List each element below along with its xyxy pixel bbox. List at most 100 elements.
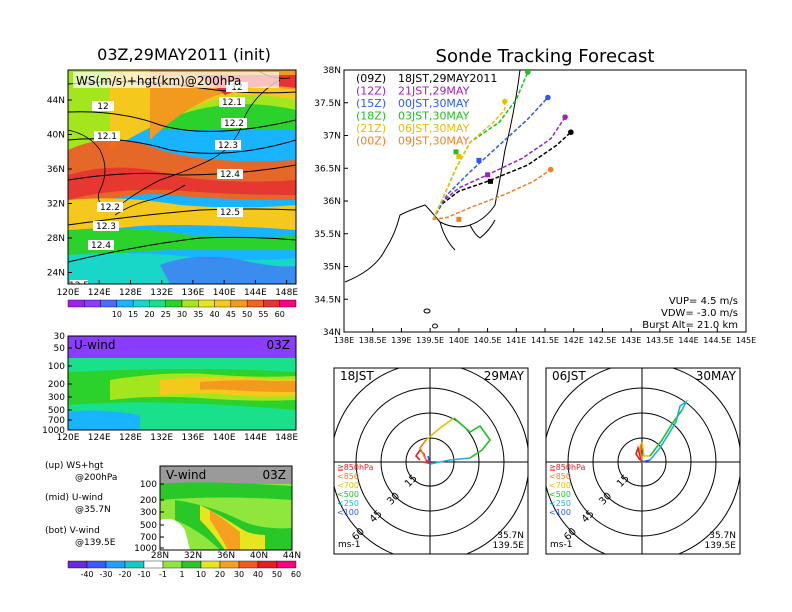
hodograph-trace	[635, 445, 643, 465]
hodograph-title: 18JST	[340, 369, 374, 383]
y-tick-label: 38N	[323, 66, 341, 76]
contour-label: 12.3	[218, 141, 238, 151]
x-tick-label: 143.5E	[646, 336, 674, 345]
sonde-params: VUP= 4.5 m/s VDW= -3.0 m/s Burst Alt= 21…	[642, 296, 738, 331]
x-tick-label: 143E	[621, 336, 641, 345]
colorbar-label: 55	[258, 310, 268, 319]
hodograph-legend: <100	[337, 508, 359, 517]
colorbar-swatch	[162, 560, 183, 569]
x-tick-label: 132E	[150, 433, 173, 443]
track-marker	[453, 149, 459, 155]
y-tick-label: 36.5N	[314, 164, 341, 174]
y-tick-label: 300	[140, 508, 157, 518]
y-tick-label: 100	[48, 362, 65, 372]
legend-utc: (00Z)	[356, 135, 386, 148]
colorbar-swatch	[165, 299, 183, 308]
x-tick-label: 136E	[181, 433, 204, 443]
y-tick-label: 1000	[42, 426, 65, 436]
colorbar-label: 60	[291, 570, 301, 579]
x-tick-label: 138E	[334, 336, 354, 345]
x-tick-label: 140E	[449, 336, 469, 345]
colorbar-label: 45	[226, 310, 236, 319]
y-tick-label: 35N	[323, 263, 341, 273]
colorbar-swatch	[257, 560, 278, 569]
x-tick-label: 144E	[678, 336, 698, 345]
colorbar-swatch	[279, 299, 297, 308]
hodograph-trace	[429, 457, 471, 465]
y-tick-label: 34N	[323, 328, 341, 338]
burst-point	[524, 70, 531, 75]
param-vup: VUP= 4.5 m/s	[669, 296, 738, 307]
hodograph-trace	[641, 459, 651, 463]
colorbar-swatch	[276, 560, 297, 569]
footnote-val: @200hPa	[75, 473, 117, 483]
y-tick-label: 500	[48, 406, 65, 416]
colorbar-label: 60	[275, 310, 285, 319]
y-tick-label: 1000	[134, 544, 157, 554]
y-tick-label: 32N	[47, 200, 65, 210]
hodograph-unit: ms-1	[338, 540, 360, 550]
colorbar-swatch	[143, 560, 164, 569]
y-tick-label: 36N	[47, 165, 65, 175]
hodograph-legend: <700	[549, 481, 571, 490]
hodograph-legend: <250	[549, 499, 571, 508]
hodograph-lat: 35.7N	[709, 531, 736, 541]
colorbar-swatch	[67, 299, 85, 308]
legend-jst: 03JST,30MAY	[398, 110, 470, 123]
colorbar-swatch	[200, 560, 221, 569]
colorbar-label: -40	[80, 570, 93, 579]
colorbar-label: -20	[118, 570, 131, 579]
legend-utc: (12Z)	[356, 85, 386, 98]
x-tick-label: 140E	[213, 288, 236, 298]
x-tick-label: 148E	[275, 433, 298, 443]
colorbar-label: 25	[161, 310, 171, 319]
x-tick-label: 32N	[184, 551, 202, 561]
legend-jst: 18JST,29MAY2011	[398, 72, 497, 85]
colorbar-label: -30	[99, 570, 112, 579]
v-wind-title: V-wind	[166, 468, 206, 482]
colorbar-label: 10	[196, 570, 206, 579]
contour-labels: 12 12 12.1 12.1 12.2 12.2 12.3 12.3 12.4…	[69, 82, 248, 284]
legend-jst: 00JST,30MAY	[398, 97, 470, 110]
colorbar-swatch	[219, 560, 240, 569]
hodograph-trace	[453, 417, 492, 459]
colorbar-label: 10	[112, 310, 122, 319]
track-marker	[456, 216, 462, 222]
hodograph-title: 06JST	[552, 369, 586, 383]
top-panel-subtitle: WS(m/s)+hgt(km)@200hPa	[76, 74, 241, 88]
hodograph-frame	[545, 367, 741, 555]
v-wind-field	[160, 466, 292, 550]
track-marker	[485, 172, 491, 178]
colorbar-swatch	[124, 560, 145, 569]
contour-label: 12	[97, 102, 108, 112]
param-vdw: VDW= -3.0 m/s	[661, 308, 738, 319]
hodograph-trace	[641, 441, 650, 457]
v-wind-time: 03Z	[263, 468, 287, 482]
colorbar-swatch	[86, 560, 107, 569]
sonde-map	[344, 70, 746, 332]
x-tick-label: 142.5E	[588, 336, 616, 345]
param-burst: Burst Alt= 21.0 km	[642, 320, 738, 331]
contour-label: 12.4	[220, 170, 240, 180]
colorbar-swatch	[263, 299, 280, 308]
y-tick-label: 700	[140, 533, 157, 543]
legend-utc: (09Z)	[356, 72, 386, 85]
hodograph-legend: <250	[337, 499, 359, 508]
x-tick-label: 141E	[506, 336, 526, 345]
colorbar-swatch	[105, 560, 126, 569]
colorbar-label: -10	[137, 570, 150, 579]
x-tick-label: 142E	[564, 336, 584, 345]
legend-jst: 06JST,30MAY	[398, 122, 470, 135]
y-tick-label: 36N	[323, 197, 341, 207]
hodograph-trace	[649, 399, 689, 461]
burst-point	[547, 166, 554, 173]
y-tick-label: 30	[54, 332, 66, 342]
x-tick-label: 141.5E	[531, 336, 559, 345]
hodograph-lat: 35.7N	[497, 531, 524, 541]
x-tick-label: 144E	[244, 433, 267, 443]
x-tick-label: 28N	[151, 551, 169, 561]
hodograph-bg	[334, 368, 528, 554]
y-tick-label: 34.5N	[314, 295, 341, 305]
y-tick-label: 300	[48, 393, 65, 403]
